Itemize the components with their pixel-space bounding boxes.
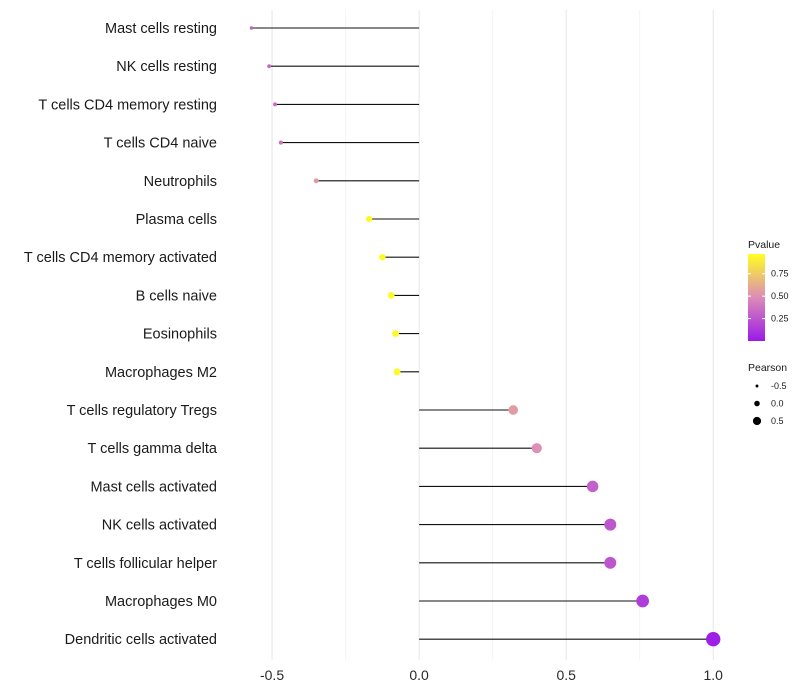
lollipop-dot xyxy=(278,140,283,145)
lollipop-dot xyxy=(249,26,254,30)
category-label: Mast cells resting xyxy=(105,21,217,37)
x-tick-label: 0.5 xyxy=(556,667,576,683)
pearson-legend: Pearson -0.5 0.0 0.5 xyxy=(748,362,787,426)
category-label: NK cells activated xyxy=(102,518,217,534)
pearson-legend-title: Pearson xyxy=(748,362,787,374)
lollipop-dot xyxy=(366,215,373,223)
lollipop-dot xyxy=(313,178,319,184)
pearson-size-label: 0.0 xyxy=(771,399,784,409)
lollipop-dot xyxy=(267,64,272,69)
lollipop-dot xyxy=(604,518,617,531)
x-tick-label: -0.5 xyxy=(260,667,284,683)
category-label: Macrophages M2 xyxy=(105,365,217,381)
lollipop-dot xyxy=(392,330,400,338)
category-label: Mast cells activated xyxy=(90,479,217,495)
category-label: Dendritic cells activated xyxy=(65,632,217,648)
category-label: NK cells resting xyxy=(116,59,217,75)
pearson-size-key xyxy=(752,416,762,426)
x-axis-ticks: -0.5 0.0 0.5 1.0 xyxy=(260,667,723,683)
lollipop-dot xyxy=(393,368,401,376)
category-label: T cells follicular helper xyxy=(74,556,217,572)
category-label: T cells CD4 naive xyxy=(104,136,217,152)
pvalue-legend-title: Pvalue xyxy=(748,239,780,251)
lollipop-stems xyxy=(251,27,714,640)
pearson-size-key xyxy=(755,384,759,388)
lollipop-dot xyxy=(706,632,721,647)
lollipop-dot xyxy=(387,292,395,299)
lollipop-dot xyxy=(604,556,617,569)
lollipop-dot xyxy=(636,594,650,608)
category-label: T cells gamma delta xyxy=(88,441,218,457)
category-label: T cells CD4 memory activated xyxy=(24,250,217,266)
category-label: Eosinophils xyxy=(143,327,217,343)
x-tick-label: 1.0 xyxy=(704,667,724,683)
pearson-size-label: 0.5 xyxy=(771,416,784,426)
lollipop-dot xyxy=(273,102,277,107)
lollipop-dot xyxy=(379,253,386,261)
category-label: Macrophages M0 xyxy=(105,594,217,610)
colorbar-tick-label: 0.25 xyxy=(771,314,789,324)
colorbar-tick-label: 0.75 xyxy=(771,269,789,279)
pearson-size-label: -0.5 xyxy=(771,381,787,391)
lollipop-dots xyxy=(249,26,721,647)
pvalue-colorbar xyxy=(748,254,765,341)
grid-lines xyxy=(271,10,714,660)
lollipop-dot xyxy=(531,443,542,454)
lollipop-dot xyxy=(508,405,519,415)
x-tick-label: 0.0 xyxy=(409,667,429,683)
category-label: Neutrophils xyxy=(144,174,217,190)
category-label: T cells CD4 memory resting xyxy=(38,97,217,113)
pearson-size-key xyxy=(754,400,760,407)
category-label: B cells naive xyxy=(136,288,217,304)
colorbar-tick-label: 0.50 xyxy=(771,291,789,301)
category-label: T cells regulatory Tregs xyxy=(67,403,217,419)
lollipop-dot xyxy=(586,480,599,493)
category-labels: Mast cells resting NK cells resting T cell… xyxy=(24,21,218,648)
category-label: Plasma cells xyxy=(136,212,217,228)
pvalue-legend: Pvalue 0.25 0.50 0.75 xyxy=(748,239,789,341)
